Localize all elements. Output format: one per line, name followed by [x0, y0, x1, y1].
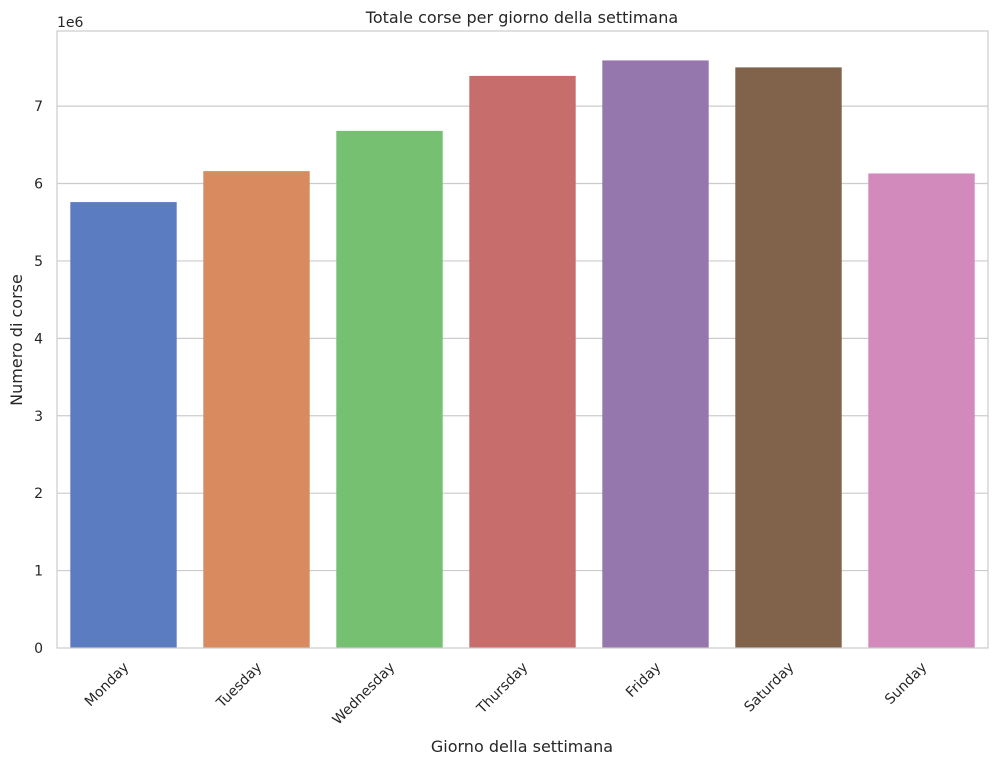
bar-series	[70, 60, 975, 649]
y-tick-label: 4	[34, 331, 43, 347]
x-tick-label: Sunday	[882, 660, 930, 708]
x-tick-labels: Monday Tuesday Wednesday Thursday Friday Satu…	[82, 660, 930, 729]
x-tick-label: Wednesday	[330, 660, 399, 729]
bar-friday	[602, 60, 709, 648]
y-tick-label: 6	[34, 177, 43, 193]
x-tick-label: Monday	[82, 660, 132, 710]
y-tick-label: 1	[34, 564, 43, 580]
y-tick-label: 3	[34, 409, 43, 425]
bar-monday	[70, 202, 177, 648]
bar-sunday	[868, 173, 975, 649]
y-tick-label: 5	[34, 254, 43, 270]
x-tick-label: Thursday	[473, 660, 531, 718]
bar-thursday	[469, 75, 576, 648]
bar-saturday	[735, 67, 842, 648]
x-tick-label: Friday	[623, 660, 664, 701]
x-tick-label: Tuesday	[213, 660, 265, 712]
plot-area-frame	[56, 30, 989, 649]
y-tick-label: 2	[34, 486, 43, 502]
bar-tuesday	[203, 171, 310, 648]
chart-title: Totale corse per giorno della settimana	[365, 8, 678, 27]
y-axis-label: Numero di corse	[7, 274, 26, 406]
y-axis-scale-label: 1e6	[57, 15, 84, 31]
y-tick-labels: 0 1 2 3 4 5 6 7	[34, 99, 43, 657]
x-tick-label: Saturday	[741, 660, 797, 716]
bar-wednesday	[336, 130, 443, 649]
x-axis-label: Giorno della settimana	[431, 737, 613, 756]
y-tick-label: 0	[34, 641, 43, 657]
y-tick-label: 7	[34, 99, 43, 115]
